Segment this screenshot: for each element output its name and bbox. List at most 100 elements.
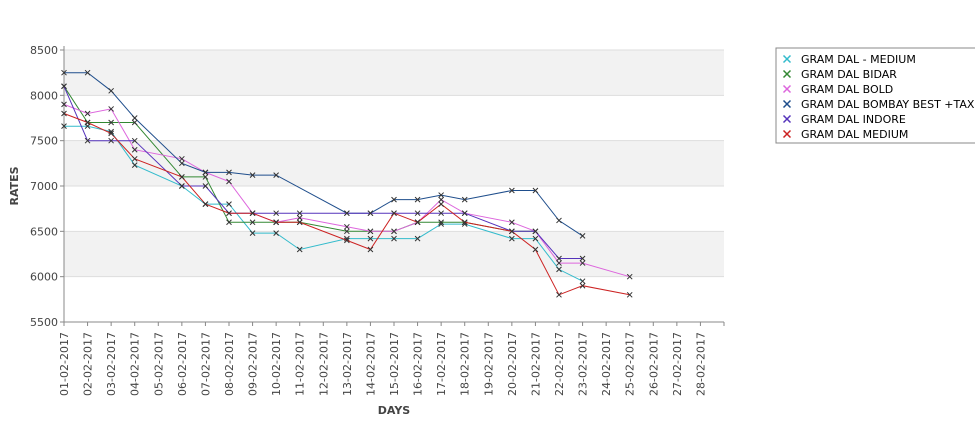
series-6 — [61, 110, 633, 298]
data-point — [344, 223, 350, 230]
data-point — [131, 162, 138, 169]
data-point — [131, 119, 138, 126]
data-point — [108, 87, 114, 94]
x-tick-label: 10-02-2017 — [270, 332, 283, 396]
data-point — [179, 174, 185, 180]
data-point — [414, 235, 421, 242]
data-point — [202, 169, 209, 176]
x-tick-label: 18-02-2017 — [459, 332, 472, 396]
data-point — [556, 266, 562, 273]
x-tick-label: 13-02-2017 — [341, 332, 354, 396]
x-tick-label: 07-02-2017 — [199, 332, 212, 396]
data-point — [579, 233, 586, 239]
series-line — [64, 125, 583, 282]
legend-entry: GRAM DAL BIDAR — [801, 68, 897, 81]
x-tick-label: 17-02-2017 — [435, 332, 448, 396]
legend-entry: GRAM DAL BOLD — [801, 83, 893, 96]
x-tick-label: 25-02-2017 — [624, 332, 637, 396]
data-point — [438, 210, 444, 217]
data-point — [532, 187, 539, 194]
data-point — [108, 130, 114, 137]
data-point — [61, 83, 67, 90]
data-point — [461, 219, 468, 226]
data-point — [249, 230, 256, 237]
data-point — [131, 115, 138, 121]
x-tick-label: 14-02-2017 — [364, 332, 377, 396]
data-point — [296, 210, 303, 217]
legend-marker — [782, 114, 792, 124]
x-tick-label: 20-02-2017 — [506, 332, 519, 396]
data-point — [556, 217, 562, 224]
data-point — [414, 219, 421, 226]
data-point — [438, 219, 444, 226]
data-point — [273, 210, 279, 217]
data-point — [579, 278, 586, 285]
legend-entry: GRAM DAL - MEDIUM — [801, 53, 916, 66]
grid-bands — [64, 50, 724, 322]
data-point — [532, 228, 539, 235]
data-point — [438, 201, 444, 207]
data-point — [202, 174, 209, 180]
data-point — [367, 210, 374, 217]
data-point — [296, 219, 303, 226]
data-point — [296, 214, 303, 221]
data-point — [84, 119, 91, 126]
data-point — [273, 219, 279, 226]
legend-box — [775, 47, 975, 144]
data-point — [108, 119, 114, 126]
data-point — [179, 183, 185, 189]
x-tick-label: 04-02-2017 — [129, 332, 142, 396]
legend-entry: GRAM DAL INDORE — [801, 113, 906, 126]
data-point — [61, 69, 67, 76]
data-point — [391, 228, 397, 235]
data-point — [532, 246, 539, 253]
y-tick-label: 8500 — [30, 44, 58, 57]
data-point — [249, 172, 256, 178]
x-tick-label: 22-02-2017 — [553, 332, 566, 396]
data-point — [108, 106, 114, 112]
data-point — [461, 210, 468, 217]
legend-marker — [782, 69, 792, 79]
data-point — [579, 260, 586, 266]
data-point — [226, 169, 232, 176]
x-tick-label: 02-02-2017 — [82, 332, 95, 396]
x-tick-label: 11-02-2017 — [294, 332, 307, 396]
y-tick-label: 5500 — [30, 316, 58, 329]
data-point — [556, 291, 562, 298]
x-tick-label: 28-02-2017 — [694, 332, 707, 396]
data-point — [108, 128, 114, 135]
data-point — [556, 255, 562, 262]
data-point — [579, 255, 586, 262]
legend-entry: GRAM DAL BOMBAY BEST +TAX — [801, 98, 975, 111]
data-point — [84, 69, 91, 76]
x-axis-ticks: 01-02-2017 02-02-2017 03-02-2017 04-02-2017… — [58, 322, 725, 396]
data-point — [391, 196, 397, 203]
data-point — [391, 210, 397, 217]
x-tick-label: 21-02-2017 — [529, 332, 542, 396]
data-point — [509, 187, 515, 194]
series-5 — [61, 83, 586, 262]
x-tick-label: 23-02-2017 — [577, 332, 590, 396]
data-point — [131, 137, 138, 144]
grid-band — [64, 186, 724, 232]
y-tick-label: 7000 — [30, 180, 58, 193]
data-point — [344, 228, 350, 235]
data-point — [414, 196, 421, 203]
data-point — [556, 260, 562, 266]
x-tick-label: 19-02-2017 — [482, 332, 495, 396]
y-tick-label: 8000 — [30, 89, 58, 102]
x-tick-label: 03-02-2017 — [105, 332, 118, 396]
data-point — [226, 178, 232, 185]
y-axis-ticks: 5500 6000 6500 7000 7500 8000 8500 — [30, 44, 64, 329]
x-axis-title: DAYS — [378, 404, 411, 417]
data-point — [626, 291, 633, 298]
y-axis-title: RATES — [8, 166, 21, 205]
y-tick-label: 7500 — [30, 135, 58, 148]
data-point — [626, 273, 633, 280]
data-point — [273, 230, 279, 237]
data-point — [226, 210, 232, 217]
series-lines — [61, 69, 633, 298]
data-point — [367, 228, 374, 235]
data-point — [509, 235, 515, 242]
